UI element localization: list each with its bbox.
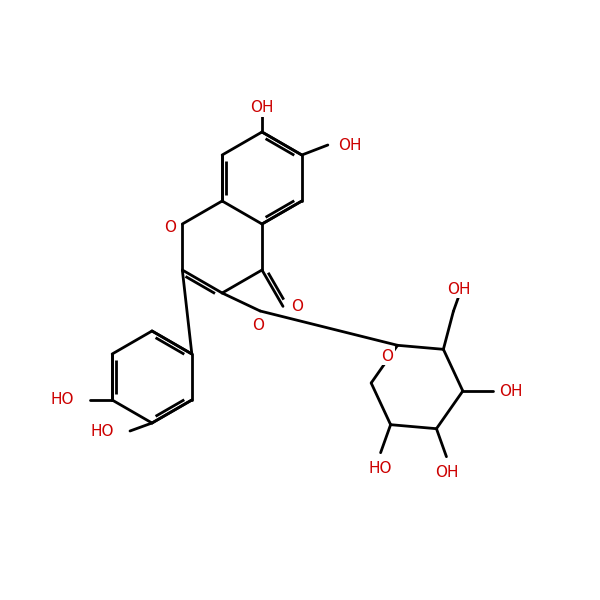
Text: O: O [164,220,176,235]
Text: HO: HO [50,392,74,407]
Text: OH: OH [338,137,362,152]
Text: O: O [291,299,303,314]
Text: O: O [382,349,394,364]
Text: O: O [252,317,264,332]
Text: OH: OH [434,465,458,480]
Text: HO: HO [91,424,114,439]
Text: OH: OH [499,383,523,398]
Text: HO: HO [369,461,392,476]
Text: OH: OH [446,282,470,297]
Text: OH: OH [250,100,274,115]
